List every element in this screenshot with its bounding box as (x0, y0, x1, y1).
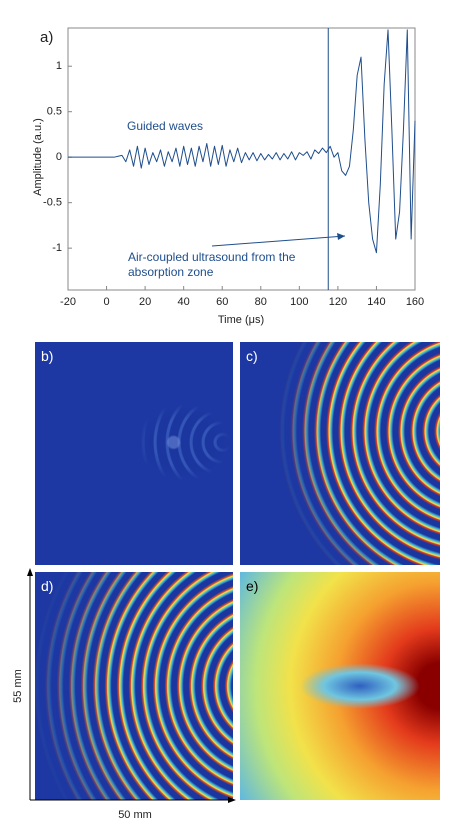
y-tick-label: 0 (56, 151, 62, 163)
panel-d: d) (35, 572, 233, 800)
panel-label: c) (246, 348, 258, 364)
annotation-arrow (211, 235, 346, 247)
panel-label: b) (41, 348, 54, 364)
annotation: Guided waves (127, 119, 203, 133)
x-tick-label: 0 (103, 296, 109, 308)
arrow-head (228, 797, 236, 803)
y-tick-label: -0.5 (43, 197, 62, 209)
y-tick-label: 0.5 (47, 106, 62, 118)
arrow-head (27, 568, 33, 576)
x-tick-label: 120 (329, 296, 347, 308)
x-tick-label: 60 (216, 296, 228, 308)
x-tick-label: 140 (367, 296, 385, 308)
x-tick-label: 40 (178, 296, 190, 308)
x-tick-label: 100 (290, 296, 308, 308)
panel-label: a) (40, 29, 53, 46)
x-tick-label: 80 (255, 296, 267, 308)
scale-label: 50 mm (118, 809, 152, 821)
x-tick-label: 20 (139, 296, 151, 308)
x-axis-label: Time (μs) (218, 314, 264, 326)
panel-label: e) (246, 578, 259, 594)
y-tick-label: -1 (52, 242, 62, 254)
y-tick-label: 1 (56, 60, 62, 72)
annotation: Air-coupled ultrasound from the (128, 250, 296, 264)
panel-e: e) (240, 572, 440, 800)
scale-label: 55 mm (12, 669, 24, 703)
panel-b: b) (35, 342, 233, 565)
panel-label: d) (41, 578, 54, 594)
arrow-head (337, 233, 345, 240)
annotation: absorption zone (128, 265, 214, 279)
x-tick-label: -20 (60, 296, 76, 308)
plot-frame (67, 27, 416, 291)
panel-c: c) (240, 342, 440, 565)
signal-line (68, 29, 416, 254)
x-tick-label: 160 (406, 296, 424, 308)
y-axis-label: Amplitude (a.u.) (32, 118, 44, 196)
